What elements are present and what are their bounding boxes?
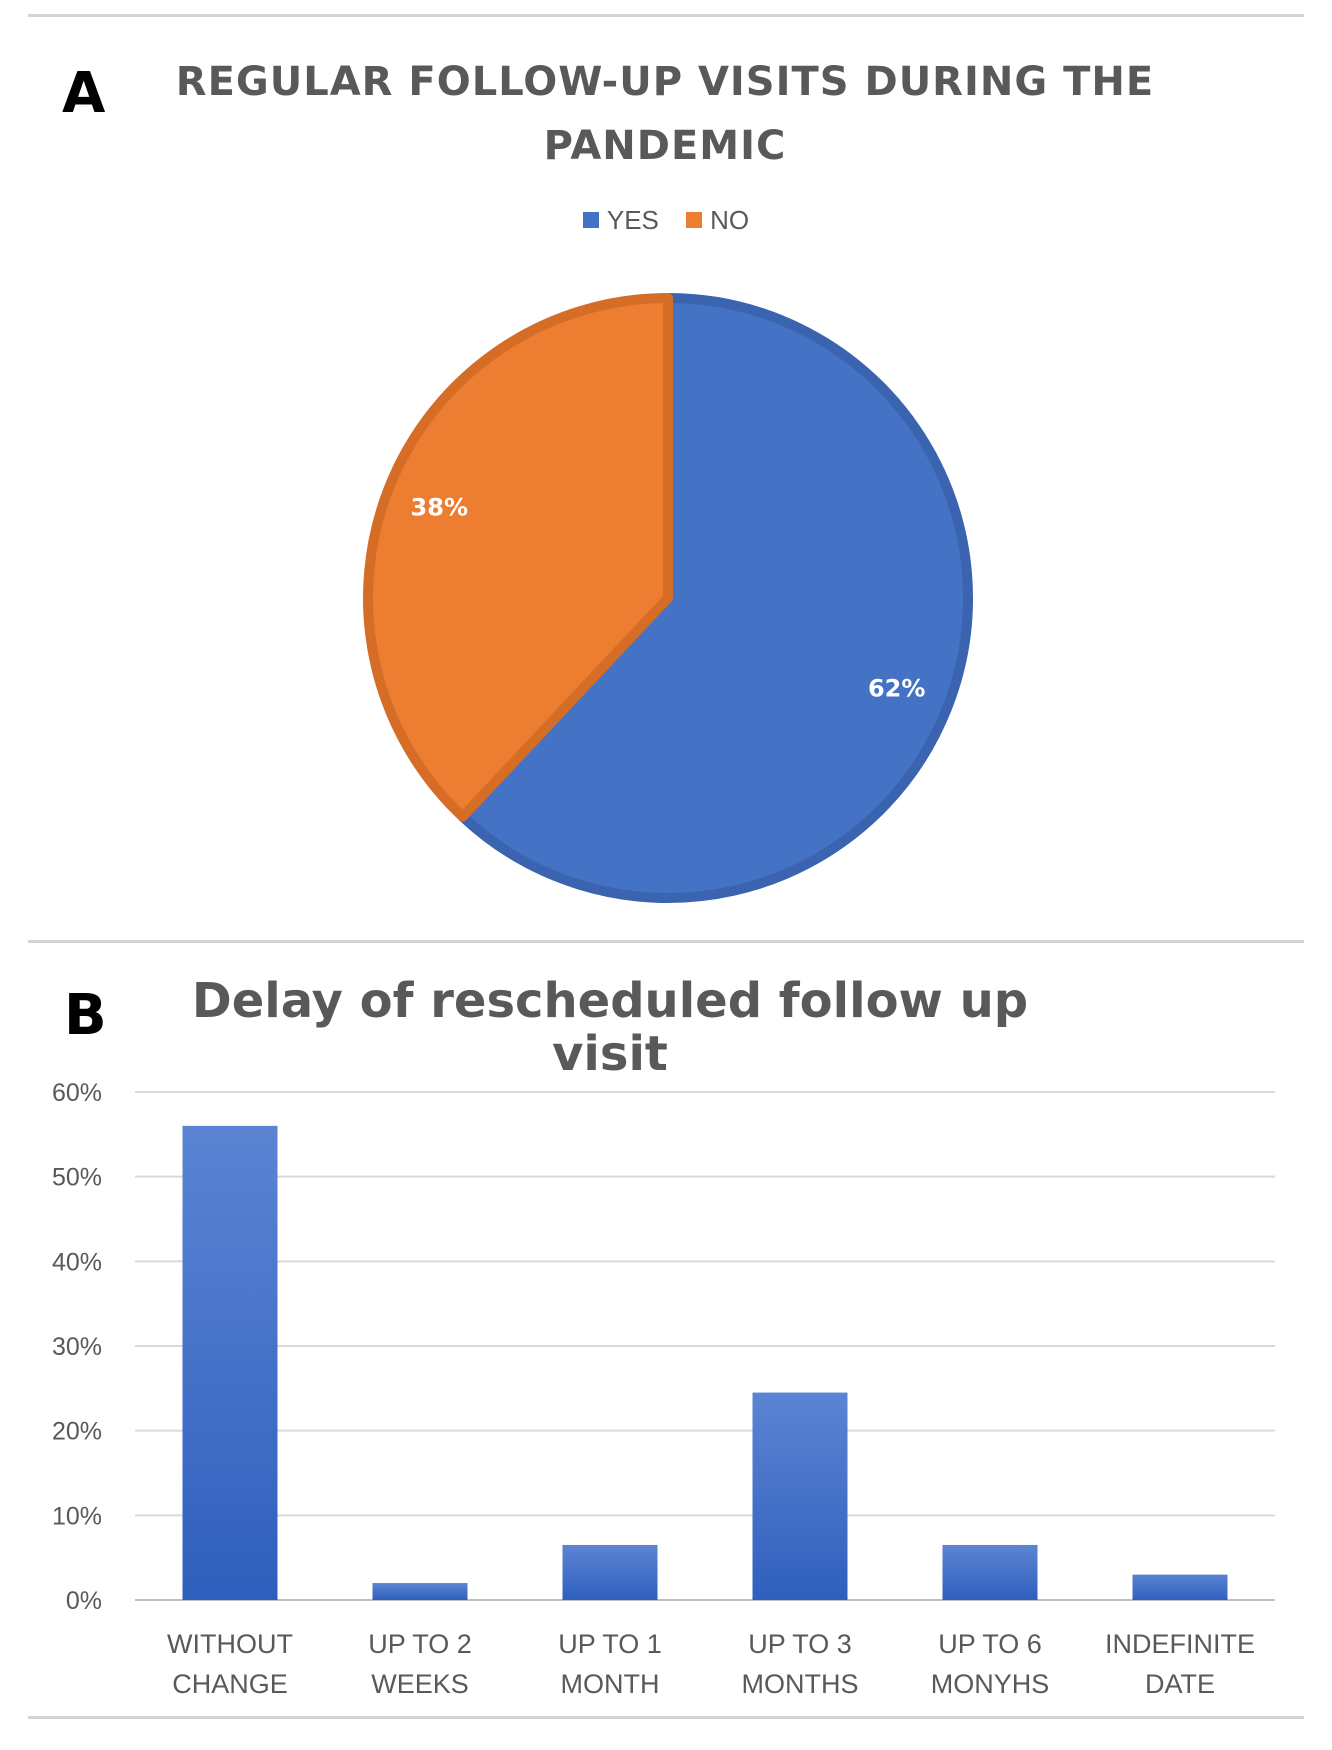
x-category-label: MONTHS [742,1669,859,1699]
legend-item-no: NO [686,205,749,236]
x-category-label: DATE [1145,1669,1215,1699]
bottom-divider [28,1716,1304,1719]
bar-chart-title: Delay of rescheduled follow up visit [191,973,1029,1082]
x-category-label: MONYHS [931,1669,1050,1699]
pie-chart-title: REGULAR FOLLOW-UP VISITS DURING THE PAND… [150,50,1180,178]
x-category-label: UP TO 1 [558,1629,662,1659]
bar [562,1544,658,1600]
pie-label-yes: 62% [868,675,925,703]
pie-slice-no [363,293,673,822]
x-category-label: CHANGE [172,1669,288,1699]
legend-swatch-no [686,212,703,228]
bar [372,1583,468,1600]
y-tick-label: 60% [52,1079,102,1107]
x-category-label: WEEKS [371,1669,469,1699]
bar [752,1392,848,1600]
x-category-label: WITHOUT [167,1629,293,1659]
pie-title-line-1: REGULAR FOLLOW-UP VISITS DURING THE [175,59,1155,105]
top-divider [28,14,1304,17]
pie-legend: YES NO [0,204,1332,236]
x-category-label: UP TO 2 [368,1629,472,1659]
panel-a-letter: A [62,61,106,126]
bar [942,1544,1038,1600]
legend-label-yes: YES [606,204,659,235]
y-tick-label: 30% [52,1333,102,1361]
pie-chart: 62% 38% [363,293,973,903]
x-category-label: UP TO 6 [938,1629,1042,1659]
bar [1132,1574,1228,1600]
panel-b-letter: B [64,983,107,1048]
y-tick-label: 20% [52,1418,102,1446]
legend-item-yes: YES [582,204,659,236]
pie-label-no: 38% [411,493,468,521]
bar [182,1125,278,1600]
x-category-label: INDEFINITE [1105,1629,1255,1659]
y-tick-label: 10% [52,1502,102,1530]
x-category-label: MONTH [561,1669,660,1699]
pie-title-line-2: PANDEMIC [543,123,787,169]
pie-slice-yes [457,293,973,903]
bar-chart: 0% 10% 20% 30% 40% 50% 60% WITHOUT CHANGE UP TO 2… [52,1079,1275,1699]
y-tick-label: 0% [66,1587,102,1615]
x-category-label: UP TO 3 [748,1629,852,1659]
y-tick-label: 50% [52,1164,102,1192]
y-tick-label: 40% [52,1248,102,1276]
middle-divider [28,940,1304,943]
legend-swatch-yes [582,212,599,228]
legend-label-no: NO [710,204,750,235]
